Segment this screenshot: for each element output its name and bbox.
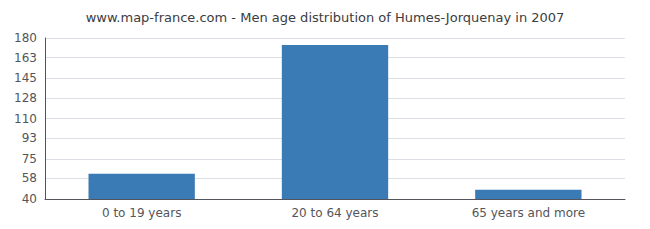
svg-text:93: 93 (22, 131, 37, 145)
svg-text:20 to 64 years: 20 to 64 years (291, 206, 378, 220)
svg-text:180: 180 (14, 31, 37, 45)
svg-text:0 to 19 years: 0 to 19 years (102, 206, 181, 220)
svg-text:40: 40 (22, 192, 37, 206)
svg-text:128: 128 (14, 91, 37, 105)
svg-text:65 years and more: 65 years and more (472, 206, 585, 220)
svg-text:110: 110 (14, 112, 37, 126)
svg-text:58: 58 (22, 171, 37, 185)
svg-text:www.map-france.com - Men age d: www.map-france.com - Men age distributio… (86, 10, 565, 25)
svg-text:145: 145 (14, 71, 37, 85)
svg-text:75: 75 (22, 152, 37, 166)
svg-text:163: 163 (14, 51, 37, 65)
